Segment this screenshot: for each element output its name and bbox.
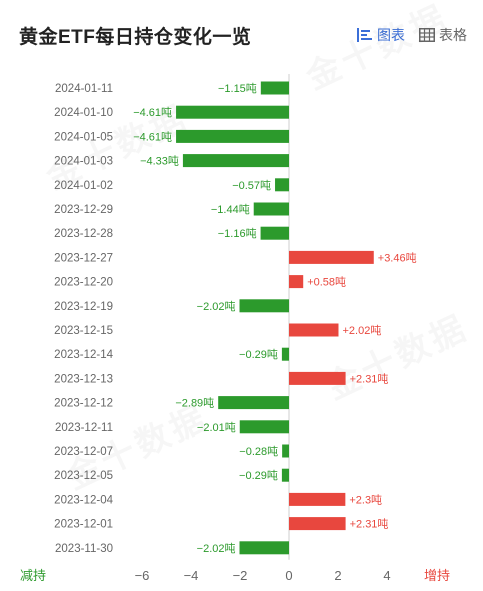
bar (289, 250, 374, 264)
data-label: −2.89吨 (175, 397, 214, 410)
data-label: −0.29吨 (239, 348, 278, 361)
data-label: +2.02吨 (342, 324, 381, 337)
data-label: −0.29吨 (239, 469, 278, 482)
category-label: 2024-01-03 (54, 156, 113, 168)
decrease-label: 减持 (20, 568, 46, 583)
data-label: −4.33吨 (140, 155, 179, 168)
data-label: −1.16吨 (218, 227, 257, 240)
bar (260, 226, 289, 240)
data-label: −2.02吨 (197, 300, 236, 313)
data-label: +2.31吨 (350, 372, 389, 385)
tab-table-label: 表格 (439, 27, 467, 43)
category-label: 2023-12-29 (54, 204, 113, 216)
bar (218, 396, 289, 410)
category-label: 2023-12-04 (54, 494, 113, 506)
bar (239, 541, 289, 555)
data-label: −4.61吨 (133, 130, 172, 143)
bar (176, 129, 289, 143)
bar (289, 371, 346, 385)
x-tick-label: −2 (233, 568, 248, 583)
x-tick-label: −4 (184, 568, 199, 583)
data-label: +2.3吨 (349, 493, 382, 506)
data-label: −0.28吨 (239, 445, 278, 458)
category-label: 2024-01-02 (54, 180, 113, 192)
category-label: 2023-12-13 (54, 373, 113, 385)
bar (281, 468, 289, 482)
data-label: −2.01吨 (197, 421, 236, 434)
category-label: 2023-12-07 (54, 446, 113, 458)
category-label: 2023-12-14 (54, 349, 113, 361)
bar (253, 202, 289, 216)
category-label: 2023-12-19 (54, 301, 113, 313)
tab-chart-label: 图表 (377, 27, 405, 43)
bar (239, 299, 289, 313)
chart-header: 黄金ETF每日持仓变化一览 图表 (0, 0, 483, 66)
category-label: 2023-12-01 (54, 519, 113, 531)
category-label: 2023-12-20 (54, 277, 113, 289)
increase-label: 增持 (424, 568, 450, 583)
bar-chart-icon (357, 28, 373, 42)
category-label: 2023-12-11 (55, 422, 113, 434)
page-title: 黄金ETF每日持仓变化一览 (19, 27, 252, 48)
data-label: −4.61吨 (133, 106, 172, 119)
category-label: 2023-12-28 (54, 228, 113, 240)
data-label: −1.15吨 (218, 82, 257, 95)
bar (289, 275, 304, 289)
tab-table[interactable]: 表格 (419, 25, 467, 45)
category-label: 2023-12-15 (54, 325, 113, 337)
category-label: 2023-12-27 (54, 252, 113, 264)
data-label: −0.57吨 (232, 179, 271, 192)
x-tick-label: −6 (135, 568, 150, 583)
category-label: 2024-01-11 (55, 83, 113, 95)
view-tabs: 图表 表格 (357, 25, 467, 45)
tab-chart[interactable]: 图表 (357, 25, 405, 45)
category-label: 2024-01-05 (54, 131, 113, 143)
data-label: +3.46吨 (378, 251, 417, 264)
x-tick-label: 2 (334, 568, 341, 583)
bar (282, 444, 289, 458)
data-label: −1.44吨 (211, 203, 250, 216)
x-tick-label: 0 (285, 568, 292, 583)
x-tick-label: 4 (383, 568, 390, 583)
category-label: 2023-12-05 (54, 470, 113, 482)
bar (275, 178, 289, 192)
bar (289, 517, 346, 531)
bar (176, 105, 289, 119)
bar (289, 323, 339, 337)
bar (182, 154, 289, 168)
table-icon (419, 28, 435, 42)
bar (281, 347, 289, 361)
data-label: +2.31吨 (350, 518, 389, 531)
data-label: −2.02吨 (197, 542, 236, 555)
category-label: 2023-11-30 (55, 543, 113, 555)
bar (239, 420, 289, 434)
category-label: 2024-01-10 (54, 107, 113, 119)
bar (289, 492, 346, 506)
category-label: 2023-12-12 (54, 398, 113, 410)
data-label: +0.58吨 (307, 276, 346, 289)
bar (260, 81, 289, 95)
